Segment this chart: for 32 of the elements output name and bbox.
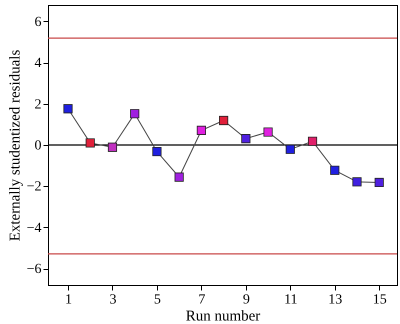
x-tick-label: 7 xyxy=(198,292,206,308)
point xyxy=(286,144,295,154)
point xyxy=(152,147,162,156)
x-tick-label: 15 xyxy=(372,292,387,308)
point xyxy=(86,138,95,148)
x-tick-label: 5 xyxy=(154,292,161,308)
point xyxy=(130,109,140,118)
x-tick-label: 11 xyxy=(284,292,298,308)
x-tick-label: 13 xyxy=(328,292,342,308)
point xyxy=(374,178,384,188)
x-axis-title: Run number xyxy=(186,308,260,324)
y-tick-label: −4 xyxy=(26,220,42,236)
x-tick-label: 3 xyxy=(109,292,116,308)
y-tick-label: −2 xyxy=(26,180,42,195)
x-tick-label: 9 xyxy=(242,292,250,308)
point xyxy=(263,127,273,137)
y-axis-title: Externally studentized residuals xyxy=(8,50,24,242)
point xyxy=(219,116,228,126)
point xyxy=(352,177,362,186)
x-tick-label: 1 xyxy=(65,292,72,308)
y-tick-label: 4 xyxy=(34,56,42,72)
point xyxy=(330,166,340,175)
y-tick-label: 6 xyxy=(34,14,42,30)
point xyxy=(63,104,73,114)
y-tick-label: 2 xyxy=(34,97,42,112)
y-tick-label: 0 xyxy=(34,138,42,154)
point xyxy=(108,142,118,152)
point xyxy=(241,134,250,144)
point xyxy=(308,136,318,146)
point xyxy=(174,172,184,182)
y-tick-label: −6 xyxy=(26,262,42,278)
point xyxy=(196,126,206,135)
